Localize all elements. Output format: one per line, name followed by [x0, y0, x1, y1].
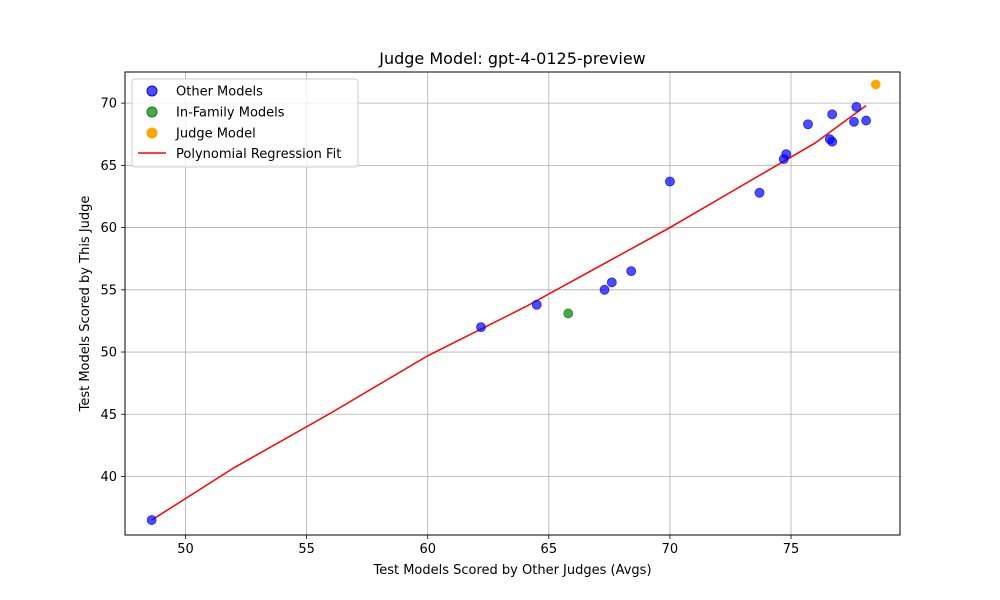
data-point-other-models	[827, 136, 838, 147]
points-layer	[146, 79, 881, 525]
ticks-layer: 50 55 60 65 70 75 40 45 50 55 60 65 70	[100, 97, 799, 557]
x-tick-label: 70	[662, 542, 679, 557]
plot-frame	[124, 71, 901, 536]
data-point-in-family-models	[563, 308, 574, 319]
fit-layer	[151, 104, 867, 521]
legend-marker-other-models	[146, 85, 158, 97]
data-point-other-models	[781, 149, 792, 160]
legend-marker-in-family-models	[146, 106, 158, 118]
chart-title: Judge Model: gpt-4-0125-preview	[378, 49, 646, 68]
legend-label-judge-model: Judge Model	[175, 127, 256, 142]
series-in-family-models	[563, 308, 574, 319]
data-point-other-models	[476, 322, 486, 333]
x-tick-label: 60	[419, 542, 436, 557]
data-point-other-models	[531, 299, 542, 310]
data-point-other-models	[803, 119, 813, 130]
data-point-other-models	[851, 101, 862, 112]
data-point-other-models	[827, 109, 838, 120]
y-tick-label: 70	[100, 97, 117, 112]
x-tick-label: 75	[783, 542, 800, 557]
data-point-other-models	[626, 266, 637, 277]
x-tick-label: 55	[298, 542, 315, 557]
legend-box	[131, 78, 359, 168]
y-tick-label: 50	[100, 346, 117, 361]
y-tick-label: 65	[100, 159, 117, 174]
x-axis-label: Test Models Scored by Other Judges (Avgs…	[372, 563, 651, 578]
series-other-models	[146, 101, 871, 525]
data-point-other-models	[146, 515, 157, 525]
data-point-judge-model	[870, 79, 881, 90]
data-point-other-models	[599, 284, 610, 295]
y-tick-label: 45	[100, 408, 117, 423]
regression-fit-line	[151, 104, 867, 521]
y-tick-label: 55	[100, 283, 117, 298]
data-point-other-models	[754, 187, 765, 198]
series-judge-model	[870, 79, 881, 90]
data-point-other-models	[849, 116, 859, 127]
data-point-other-models	[606, 277, 617, 288]
legend-label-other-models: Other Models	[176, 85, 263, 100]
legend-marker-judge-model	[146, 127, 158, 139]
data-point-other-models	[665, 176, 675, 187]
y-axis-label: Test Models Scored by This Judge	[78, 196, 93, 413]
legend-label-regression-fit: Polynomial Regression Fit	[176, 147, 341, 162]
data-point-other-models	[861, 115, 871, 126]
legend-label-in-family-models: In-Family Models	[176, 106, 285, 121]
x-tick-label: 65	[541, 542, 558, 557]
x-tick-label: 50	[177, 542, 194, 557]
legend: Other Models In-Family Models Judge Mode…	[131, 78, 359, 168]
y-tick-label: 60	[100, 221, 117, 236]
y-tick-label: 40	[100, 470, 117, 485]
